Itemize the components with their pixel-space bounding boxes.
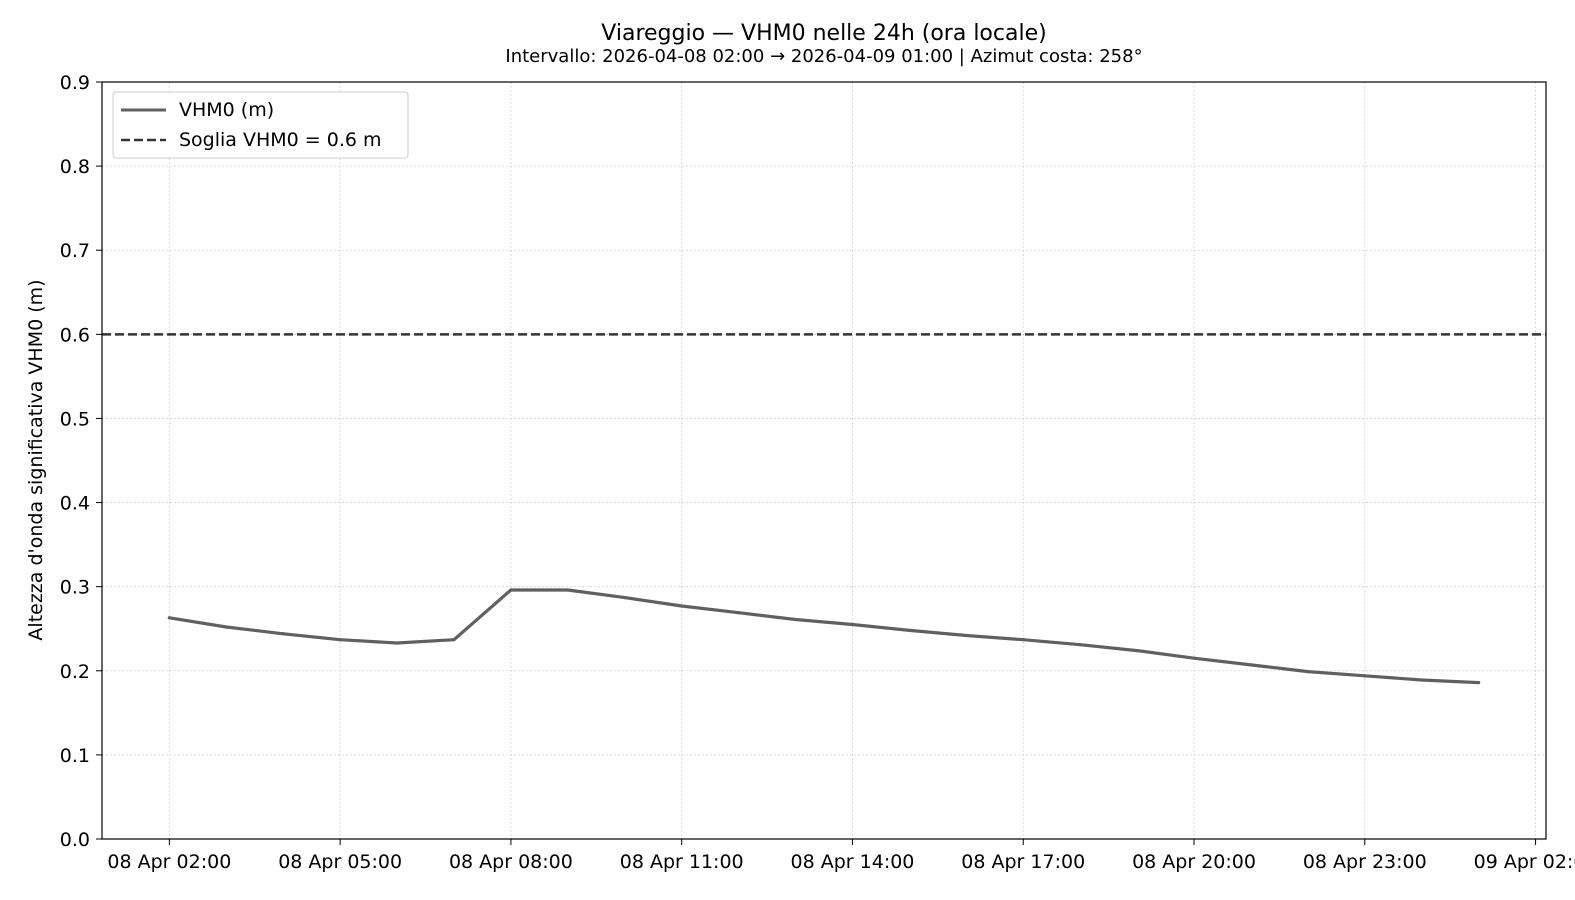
data-point bbox=[167, 616, 171, 620]
x-tick-label: 08 Apr 14:00 bbox=[791, 851, 915, 873]
legend-label-vhm0: VHM0 (m) bbox=[179, 99, 274, 121]
data-point bbox=[224, 625, 228, 629]
data-point bbox=[623, 596, 627, 600]
y-axis-label: Altezza d'onda significativa VHM0 (m) bbox=[25, 279, 47, 640]
y-tick-label: 0.8 bbox=[60, 156, 90, 178]
legend-box bbox=[112, 91, 409, 159]
y-axis: 0.0 0.1 0.2 0.3 0.4 0.5 0.6 0.7 0.8 0.9 bbox=[60, 72, 102, 851]
data-point bbox=[793, 617, 798, 622]
x-tick-label: 09 Apr 02:00 bbox=[1474, 851, 1575, 873]
x-tick-label: 08 Apr 05:00 bbox=[278, 851, 402, 873]
y-tick-label: 0.3 bbox=[60, 577, 90, 599]
data-point bbox=[680, 604, 684, 608]
data-point bbox=[850, 622, 855, 627]
data-point bbox=[1477, 680, 1481, 685]
x-tick-label: 08 Apr 08:00 bbox=[449, 851, 573, 873]
x-tick-label: 08 Apr 23:00 bbox=[1303, 851, 1427, 873]
data-point bbox=[1192, 656, 1196, 660]
x-tick-label: 08 Apr 17:00 bbox=[961, 851, 1085, 873]
data-point bbox=[1135, 648, 1139, 653]
data-point bbox=[281, 632, 285, 636]
y-tick-label: 0.0 bbox=[60, 829, 90, 851]
y-tick-label: 0.2 bbox=[60, 661, 90, 683]
legend-label-threshold: Soglia VHM0 = 0.6 m bbox=[179, 129, 382, 151]
x-tick-label: 08 Apr 20:00 bbox=[1132, 851, 1256, 873]
data-point bbox=[1249, 663, 1253, 667]
data-point bbox=[907, 628, 911, 633]
chart-title: Viareggio — VHM0 nelle 24h (ora locale) bbox=[601, 21, 1046, 46]
y-tick-label: 0.1 bbox=[60, 745, 90, 767]
data-point bbox=[964, 633, 968, 638]
data-point bbox=[1021, 638, 1025, 642]
series-line-vhm0 bbox=[167, 588, 1481, 685]
x-axis: 08 Apr 02:00 08 Apr 05:00 08 Apr 08:00 08 A… bbox=[107, 839, 1575, 873]
plot-frame bbox=[101, 81, 1547, 840]
data-point bbox=[509, 588, 513, 592]
x-tick-label: 08 Apr 02:00 bbox=[107, 851, 231, 873]
data-point bbox=[1363, 674, 1367, 678]
grid bbox=[102, 82, 1546, 839]
data-point bbox=[452, 638, 456, 642]
y-tick-label: 0.4 bbox=[60, 493, 90, 515]
data-point bbox=[395, 641, 399, 645]
data-point bbox=[1306, 670, 1310, 674]
data-point bbox=[1420, 678, 1424, 682]
data-point bbox=[566, 588, 570, 592]
y-tick-label: 0.7 bbox=[60, 240, 90, 262]
legend: VHM0 (m) Soglia VHM0 = 0.6 m bbox=[112, 91, 409, 159]
y-tick-label: 0.9 bbox=[60, 72, 90, 94]
y-tick-label: 0.5 bbox=[60, 408, 90, 430]
x-tick-label: 08 Apr 11:00 bbox=[620, 851, 744, 873]
data-point bbox=[737, 611, 741, 615]
series-layer bbox=[167, 588, 1481, 685]
y-tick-label: 0.6 bbox=[60, 324, 90, 346]
chart-subtitle: Intervallo: 2026-04-08 02:00 → 2026-04-0… bbox=[505, 46, 1142, 67]
data-point bbox=[1078, 643, 1082, 647]
data-point bbox=[338, 638, 342, 642]
